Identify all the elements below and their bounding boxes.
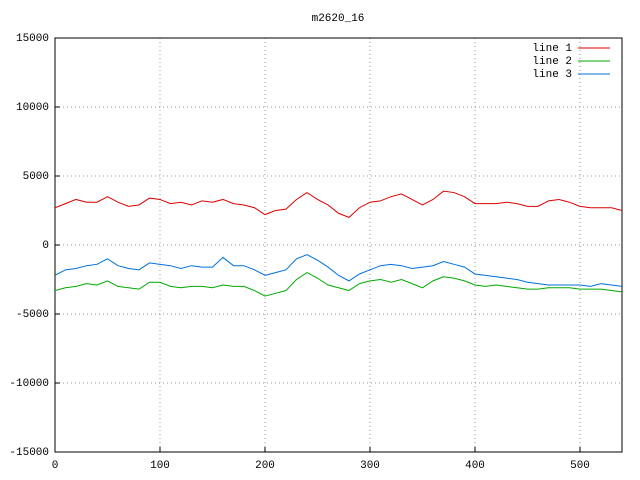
x-tick-label: 400 <box>465 460 485 472</box>
y-tick-label: 15000 <box>16 33 49 45</box>
y-tick-label: -5000 <box>16 309 49 321</box>
legend-label: line 3 <box>532 69 572 81</box>
legend-label: line 2 <box>532 56 572 68</box>
x-tick-label: 200 <box>255 460 275 472</box>
y-tick-label: 5000 <box>23 171 49 183</box>
chart-title: m2620_16 <box>312 13 365 25</box>
data-line <box>54 254 623 287</box>
y-tick-label: -10000 <box>9 378 49 390</box>
legend-label: line 1 <box>532 43 572 55</box>
y-tick-label: 0 <box>42 240 49 252</box>
y-tick-label: 10000 <box>16 102 49 114</box>
x-tick-label: 300 <box>360 460 380 472</box>
data-line <box>54 272 623 297</box>
x-tick-label: 0 <box>52 460 59 472</box>
x-tick-label: 100 <box>150 460 170 472</box>
x-tick-label: 500 <box>570 460 590 472</box>
y-tick-label: -15000 <box>9 447 49 459</box>
data-line <box>54 190 623 218</box>
plot-frame <box>54 37 623 453</box>
